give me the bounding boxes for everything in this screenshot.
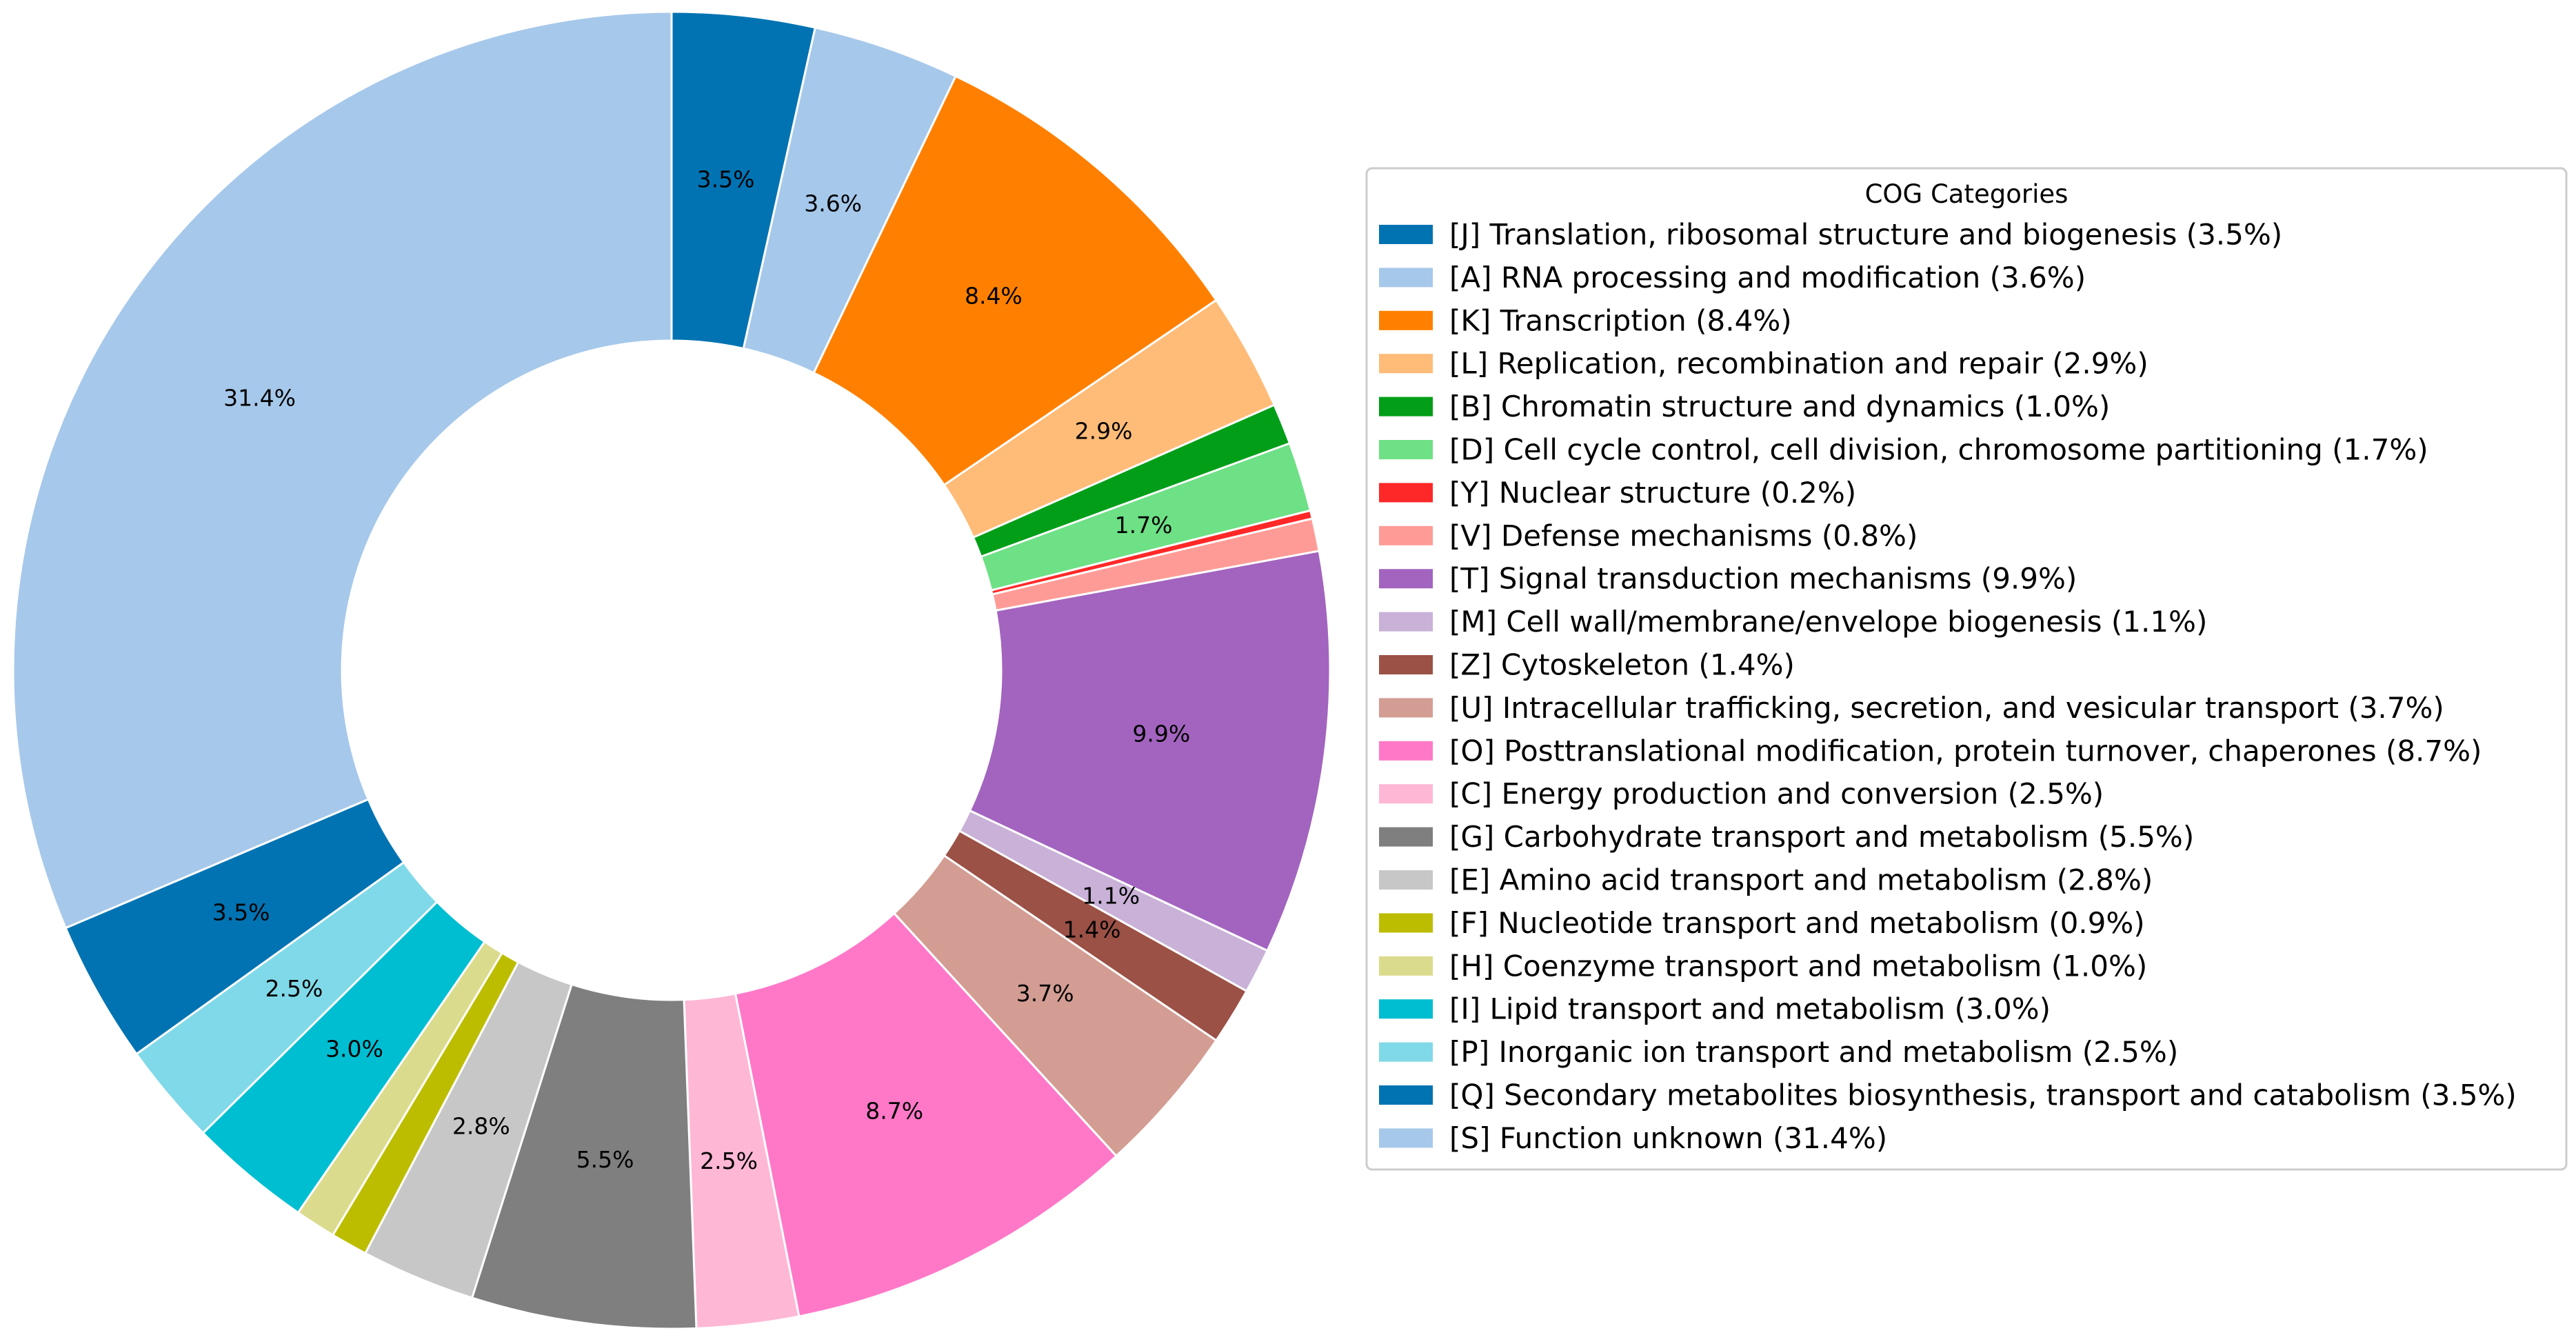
legend-swatch-t: [1379, 569, 1433, 589]
legend-swatch-l: [1379, 354, 1433, 374]
slice-s: [12, 10, 673, 930]
legend-swatch-u: [1379, 698, 1433, 718]
pct-label-s: 31.4%: [223, 384, 296, 411]
legend-item-s: [S] Function unknown (31.4%): [1379, 1121, 1887, 1155]
legend-label-m: [M] Cell wall/membrane/envelope biogenes…: [1449, 605, 2207, 639]
pct-label-z: 1.4%: [1063, 916, 1121, 943]
legend-swatch-m: [1379, 612, 1433, 632]
legend-label-z: [Z] Cytoskeleton (1.4%): [1449, 648, 1795, 682]
slice-k: [812, 74, 1218, 487]
legend-item-g: [G] Carbohydrate transport and metabolis…: [1379, 820, 2194, 854]
legend-item-e: [E] Amino acid transport and metabolism …: [1379, 863, 2153, 897]
legend-item-b: [B] Chromatin structure and dynamics (1.…: [1379, 390, 2110, 423]
legend-item-u: [U] Intracellular trafficking, secretion…: [1379, 691, 2444, 725]
legend-label-v: [V] Defense mechanisms (0.8%): [1449, 519, 1918, 552]
legend-frame: [1365, 167, 2568, 1171]
legend-item-p: [P] Inorganic ion transport and metaboli…: [1379, 1035, 2178, 1069]
legend-item-d: [D] Cell cycle control, cell division, c…: [1379, 433, 2428, 467]
legend-label-a: [A] RNA processing and modification (3.6…: [1449, 261, 2086, 294]
legend-item-v: [V] Defense mechanisms (0.8%): [1379, 519, 1918, 552]
legend-item-h: [H] Coenzyme transport and metabolism (1…: [1379, 949, 2147, 983]
donut-percent-labels: 3.5% 3.6% 8.4% 2.9% 1.7% 9.9% 1.1% 1.4% 3.7% 8.7%…: [212, 166, 1191, 1174]
pct-label-p: 2.5%: [265, 975, 323, 1002]
legend-label-u: [U] Intracellular trafficking, secretion…: [1449, 691, 2444, 725]
pct-label-o: 8.7%: [865, 1098, 923, 1125]
pct-label-m: 1.1%: [1082, 883, 1140, 910]
pct-label-d: 1.7%: [1115, 512, 1173, 539]
legend-label-b: [B] Chromatin structure and dynamics (1.…: [1449, 390, 2110, 423]
legend-item-f: [F] Nucleotide transport and metabolism …: [1379, 906, 2145, 940]
legend-label-e: [E] Amino acid transport and metabolism …: [1449, 863, 2153, 897]
legend-swatch-h: [1379, 956, 1433, 976]
pct-label-g: 5.5%: [576, 1146, 634, 1173]
legend-item-l: [L] Replication, recombination and repai…: [1379, 347, 2149, 381]
legend-label-d: [D] Cell cycle control, cell division, c…: [1449, 433, 2428, 467]
legend-swatch-s: [1379, 1128, 1433, 1148]
slice-o: [734, 912, 1118, 1318]
pct-label-t: 9.9%: [1132, 721, 1190, 748]
legend-label-q: [Q] Secondary metabolites biosynthesis, …: [1449, 1079, 2517, 1112]
legend-label-l: [L] Replication, recombination and repai…: [1449, 347, 2149, 381]
legend-label-t: [T] Signal transduction mechanisms (9.9%…: [1449, 562, 2077, 596]
legend-label-s: [S] Function unknown (31.4%): [1449, 1121, 1887, 1155]
legend-label-y: [Y] Nuclear structure (0.2%): [1449, 476, 1856, 510]
legend-item-c: [C] Energy production and conversion (2.…: [1379, 777, 2104, 811]
legend-item-a: [A] RNA processing and modification (3.6…: [1379, 261, 2086, 294]
legend-swatch-d: [1379, 440, 1433, 459]
legend-label-g: [G] Carbohydrate transport and metabolis…: [1449, 820, 2194, 854]
legend-title: COG Categories: [1865, 179, 2069, 209]
legend-item-z: [Z] Cytoskeleton (1.4%): [1379, 648, 1795, 682]
legend-label-o: [O] Posttranslational modification, prot…: [1449, 734, 2482, 768]
legend-item-k: [K] Transcription (8.4%): [1379, 303, 1792, 337]
legend-item-o: [O] Posttranslational modification, prot…: [1379, 734, 2482, 768]
legend-items: [J] Translation, ribosomal structure and…: [1379, 218, 2517, 1155]
legend-swatch-p: [1379, 1042, 1433, 1062]
legend-swatch-b: [1379, 397, 1433, 417]
pct-label-q: 3.5%: [212, 899, 270, 925]
legend-swatch-z: [1379, 655, 1433, 674]
legend: COG Categories [J] Translation, ribosoma…: [1365, 167, 2568, 1171]
legend-label-i: [I] Lipid transport and metabolism (3.0%…: [1449, 992, 2051, 1026]
pct-label-u: 3.7%: [1016, 980, 1074, 1007]
legend-swatch-g: [1379, 827, 1433, 847]
legend-swatch-e: [1379, 870, 1433, 890]
legend-item-q: [Q] Secondary metabolites biosynthesis, …: [1379, 1079, 2517, 1112]
legend-label-p: [P] Inorganic ion transport and metaboli…: [1449, 1035, 2178, 1069]
legend-label-k: [K] Transcription (8.4%): [1449, 303, 1792, 337]
legend-label-h: [H] Coenzyme transport and metabolism (1…: [1449, 949, 2147, 983]
legend-swatch-i: [1379, 999, 1433, 1019]
pct-label-j: 3.5%: [697, 166, 755, 193]
pct-label-i: 3.0%: [325, 1036, 383, 1063]
legend-swatch-y: [1379, 483, 1433, 503]
donut-slices: [12, 10, 1331, 1330]
legend-item-j: [J] Translation, ribosomal structure and…: [1379, 218, 2282, 252]
legend-swatch-o: [1379, 741, 1433, 761]
pct-label-l: 2.9%: [1075, 417, 1133, 444]
slice-t: [968, 550, 1331, 952]
legend-swatch-a: [1379, 268, 1433, 288]
pct-label-k: 8.4%: [965, 282, 1023, 309]
legend-label-j: [J] Translation, ribosomal structure and…: [1449, 218, 2282, 252]
pct-label-c: 2.5%: [700, 1147, 758, 1174]
legend-item-y: [Y] Nuclear structure (0.2%): [1379, 476, 1856, 510]
legend-swatch-c: [1379, 784, 1433, 804]
legend-item-t: [T] Signal transduction mechanisms (9.9%…: [1379, 562, 2077, 596]
legend-swatch-f: [1379, 913, 1433, 933]
pct-label-a: 3.6%: [804, 190, 862, 217]
legend-swatch-v: [1379, 525, 1433, 545]
legend-swatch-q: [1379, 1085, 1433, 1105]
legend-label-f: [F] Nucleotide transport and metabolism …: [1449, 906, 2145, 940]
legend-swatch-j: [1379, 225, 1433, 244]
legend-swatch-k: [1379, 310, 1433, 330]
legend-label-c: [C] Energy production and conversion (2.…: [1449, 777, 2104, 811]
pct-label-e: 2.8%: [452, 1112, 510, 1139]
legend-item-i: [I] Lipid transport and metabolism (3.0%…: [1379, 992, 2051, 1026]
legend-item-m: [M] Cell wall/membrane/envelope biogenes…: [1379, 605, 2207, 639]
